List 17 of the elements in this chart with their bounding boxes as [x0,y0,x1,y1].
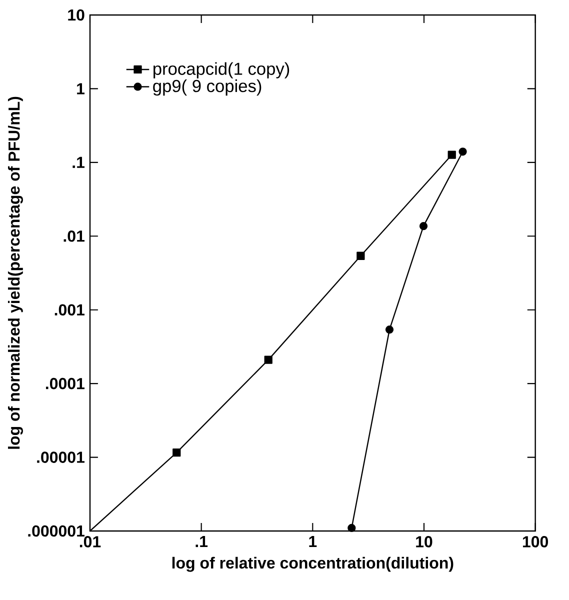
y-axis-title: log of normalized yield(percentage of PFU/mL) [8,96,23,449]
x-tick-label: 10 [416,536,432,548]
x-tick-label: 1 [309,536,317,548]
x-tick-label: .1 [196,536,208,548]
y-tick-label: .00001 [37,452,84,463]
y-tick-label: 10 [68,9,84,21]
x-axis-title: log of relative concentration(dilution) [172,556,454,572]
y-tick-label: .001 [54,304,84,316]
y-tick-label: .000001 [28,525,84,537]
x-tick-label: .01 [80,536,101,548]
legend-label: gp9( 9 copies) [153,79,262,96]
y-tick-label: .01 [64,230,84,242]
x-tick-label: 100 [522,536,548,548]
y-tick-label: 1 [77,83,84,94]
y-tick-label: .1 [72,156,85,168]
legend-label: procapcid(1 copy) [154,62,290,78]
y-tick-label: .0001 [46,378,84,390]
